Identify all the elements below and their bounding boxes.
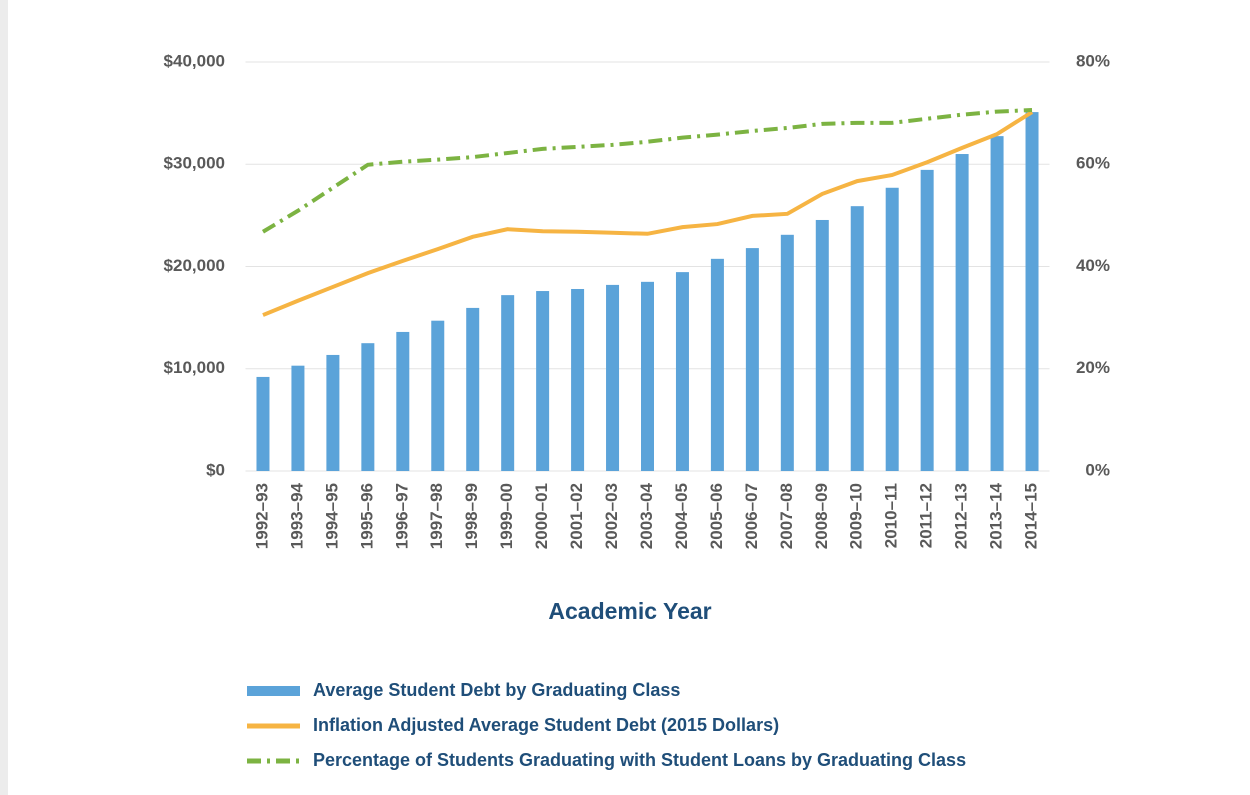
bar: [501, 295, 515, 471]
x-tick-label: 2000–01: [532, 483, 551, 549]
x-tick-label: 2013–14: [987, 482, 1006, 549]
bar: [606, 284, 620, 471]
legend-label: Inflation Adjusted Average Student Debt …: [313, 715, 779, 735]
bar: [920, 169, 934, 471]
x-axis-label: Academic Year: [548, 598, 711, 624]
bar: [536, 291, 550, 471]
bar: [885, 187, 899, 471]
x-tick-label: 2006–07: [742, 483, 761, 549]
y-tick-label: $0: [206, 460, 225, 479]
x-tick-label: 2010–11: [882, 483, 901, 548]
x-tick-label: 2002–03: [602, 483, 621, 549]
y-tick-label: $40,000: [164, 51, 225, 70]
bar: [571, 288, 585, 471]
bar: [675, 272, 689, 471]
bar: [990, 136, 1004, 471]
bar: [396, 331, 410, 471]
bar: [431, 320, 445, 471]
y-tick-label: $30,000: [164, 154, 225, 173]
legend-swatch: [247, 686, 300, 696]
bar: [291, 365, 305, 471]
legend-label: Percentage of Students Graduating with S…: [313, 750, 966, 770]
page-edge: [0, 0, 8, 795]
x-tick-label: 1994–95: [322, 483, 341, 549]
y2-tick-label: 60%: [1076, 154, 1110, 173]
y-tick-label: $20,000: [164, 256, 225, 275]
bar: [710, 258, 724, 471]
x-tick-label: 2003–04: [637, 482, 656, 549]
bar: [1025, 112, 1039, 471]
y2-tick-label: 80%: [1076, 51, 1110, 70]
x-tick-label: 1996–97: [392, 483, 411, 549]
y2-tick-label: 20%: [1076, 358, 1110, 377]
bar: [780, 234, 794, 471]
bar: [850, 206, 864, 472]
x-tick-label: 2004–05: [672, 483, 691, 549]
x-tick-label: 2009–10: [847, 483, 866, 549]
x-tick-label: 2001–02: [567, 483, 586, 549]
bar: [745, 248, 759, 471]
x-tick-label: 2012–13: [952, 483, 971, 549]
bar: [326, 354, 340, 471]
y2-tick-label: 40%: [1076, 256, 1110, 275]
y-tick-label: $10,000: [164, 358, 225, 377]
x-tick-label: 2014–15: [1022, 483, 1041, 549]
x-tick-label: 2005–06: [707, 483, 726, 549]
x-tick-label: 1992–93: [252, 483, 271, 549]
y2-tick-label: 0%: [1085, 460, 1110, 479]
bar: [256, 376, 270, 471]
legend-label: Average Student Debt by Graduating Class: [313, 680, 680, 700]
line: [261, 108, 1033, 234]
bar: [815, 219, 829, 471]
bar: [466, 307, 480, 471]
x-tick-label: 1997–98: [427, 483, 446, 549]
x-tick-label: 2007–08: [777, 483, 796, 549]
x-tick-label: 2011–12: [917, 483, 936, 548]
x-tick-label: 1999–00: [497, 483, 516, 549]
x-tick-label: 1998–99: [462, 483, 481, 549]
x-tick-label: 1993–94: [287, 482, 306, 549]
x-tick-label: 1995–96: [357, 483, 376, 549]
bar: [361, 343, 375, 471]
bar: [955, 154, 969, 471]
x-tick-label: 2008–09: [812, 483, 831, 549]
bar: [641, 281, 654, 471]
line: [262, 110, 1034, 317]
